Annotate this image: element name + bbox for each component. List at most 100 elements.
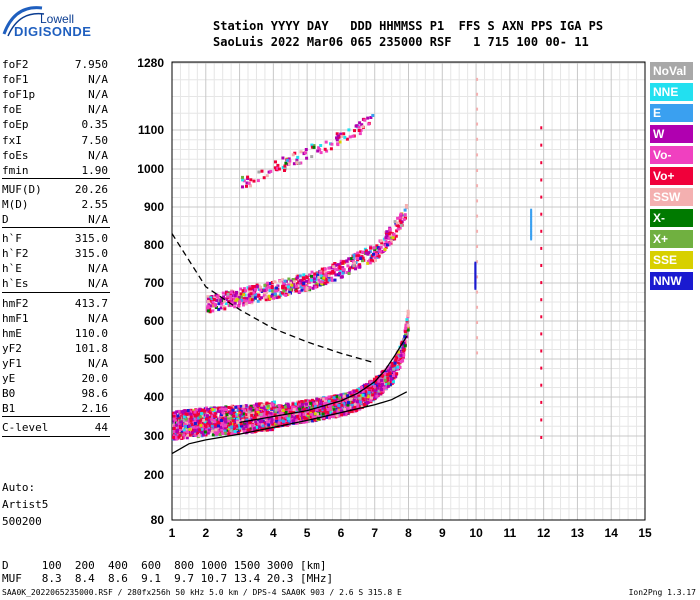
echo-point: [402, 218, 406, 221]
echo-point: [540, 161, 543, 165]
param-label: fmin: [2, 163, 29, 177]
param-label: M(D): [2, 197, 29, 211]
echo-point: [202, 418, 206, 422]
echo-point: [213, 431, 217, 434]
param-label: yF1: [2, 356, 22, 370]
echo-point: [242, 409, 246, 413]
echo-point: [398, 216, 402, 220]
echo-point: [396, 361, 400, 365]
param-separator: [2, 436, 110, 438]
param-value: 44: [94, 421, 108, 435]
echo-point: [190, 417, 194, 421]
echo-point: [309, 408, 313, 412]
echo-point: [268, 286, 272, 290]
echo-point: [276, 163, 280, 167]
echo-point: [346, 264, 350, 268]
echo-point: [397, 355, 401, 359]
echo-point: [175, 410, 179, 414]
echo-point: [369, 246, 373, 250]
echo-point: [281, 419, 285, 423]
echo-point: [323, 408, 327, 412]
y-tick-label: 500: [144, 352, 164, 366]
echo-point: [229, 429, 233, 433]
echo-point: [225, 298, 229, 302]
echo-point: [241, 185, 244, 189]
echo-point: [267, 170, 271, 174]
echo-point: [379, 391, 383, 395]
echo-point: [213, 426, 217, 430]
echo-point: [263, 407, 267, 411]
echo-point: [273, 289, 277, 293]
echo-point: [394, 358, 398, 362]
echo-point: [388, 241, 392, 245]
x-tick-label: 6: [338, 526, 345, 540]
param-row: foEs N/A: [2, 149, 108, 162]
param-label: B0: [2, 387, 16, 401]
echo-point: [292, 408, 296, 412]
echo-point: [392, 376, 396, 380]
echo-point: [312, 145, 316, 149]
echo-point: [244, 404, 248, 408]
echo-point: [175, 437, 179, 441]
echo-point: [247, 413, 251, 417]
echo-point: [235, 291, 239, 295]
muf-table-values: MUF 8.3 8.4 8.6 9.1 9.7 10.7 13.4 20.3 […: [2, 572, 334, 585]
echo-point: [278, 418, 282, 422]
echo-point: [357, 254, 361, 258]
echo-point: [281, 284, 285, 288]
echo-point: [269, 288, 273, 292]
echo-point: [225, 408, 228, 412]
echo-point: [330, 278, 334, 282]
echo-point: [320, 412, 324, 416]
echo-point: [310, 274, 313, 278]
echo-point: [212, 298, 216, 301]
echo-point: [291, 402, 295, 406]
echo-point: [336, 409, 340, 413]
echo-point: [185, 433, 189, 437]
echo-point: [530, 232, 533, 236]
echo-point: [251, 428, 255, 432]
echo-point: [406, 328, 410, 332]
echo-point: [390, 361, 394, 365]
echo-point: [287, 287, 291, 291]
echo-point: [393, 220, 397, 224]
echo-point: [308, 285, 312, 289]
echo-point: [231, 408, 235, 412]
echo-point: [255, 408, 259, 411]
echo-point: [183, 409, 187, 413]
echo-point: [311, 419, 315, 423]
echo-point: [251, 424, 254, 428]
param-row: B0 98.6: [2, 387, 108, 400]
echo-point: [352, 398, 356, 402]
echo-point: [290, 281, 294, 285]
echo-point: [385, 386, 389, 390]
echo-point: [267, 425, 271, 429]
echo-point: [275, 289, 279, 293]
legend-item: NNE: [650, 83, 693, 101]
echo-point: [254, 287, 257, 291]
echo-point: [208, 423, 212, 427]
echo-point: [314, 285, 318, 289]
echo-point: [206, 309, 210, 313]
echo-point: [380, 383, 384, 386]
echo-point: [476, 229, 479, 233]
echo-point: [263, 283, 267, 287]
param-value: N/A: [88, 88, 108, 102]
legend-item: X+: [650, 230, 693, 248]
param-label: MUF(D): [2, 182, 42, 196]
echo-point: [182, 428, 186, 432]
echo-point: [335, 138, 339, 142]
echo-point: [193, 422, 197, 425]
muf-curve: [171, 233, 375, 364]
echo-point: [238, 407, 242, 411]
echo-point: [207, 428, 211, 432]
echo-point: [211, 433, 215, 437]
echo-point: [207, 409, 211, 413]
echo-point: [406, 323, 410, 327]
echo-point: [386, 376, 390, 380]
echo-point: [241, 407, 245, 411]
echo-point: [476, 290, 479, 294]
echo-point: [379, 245, 383, 249]
echo-point: [288, 159, 292, 163]
